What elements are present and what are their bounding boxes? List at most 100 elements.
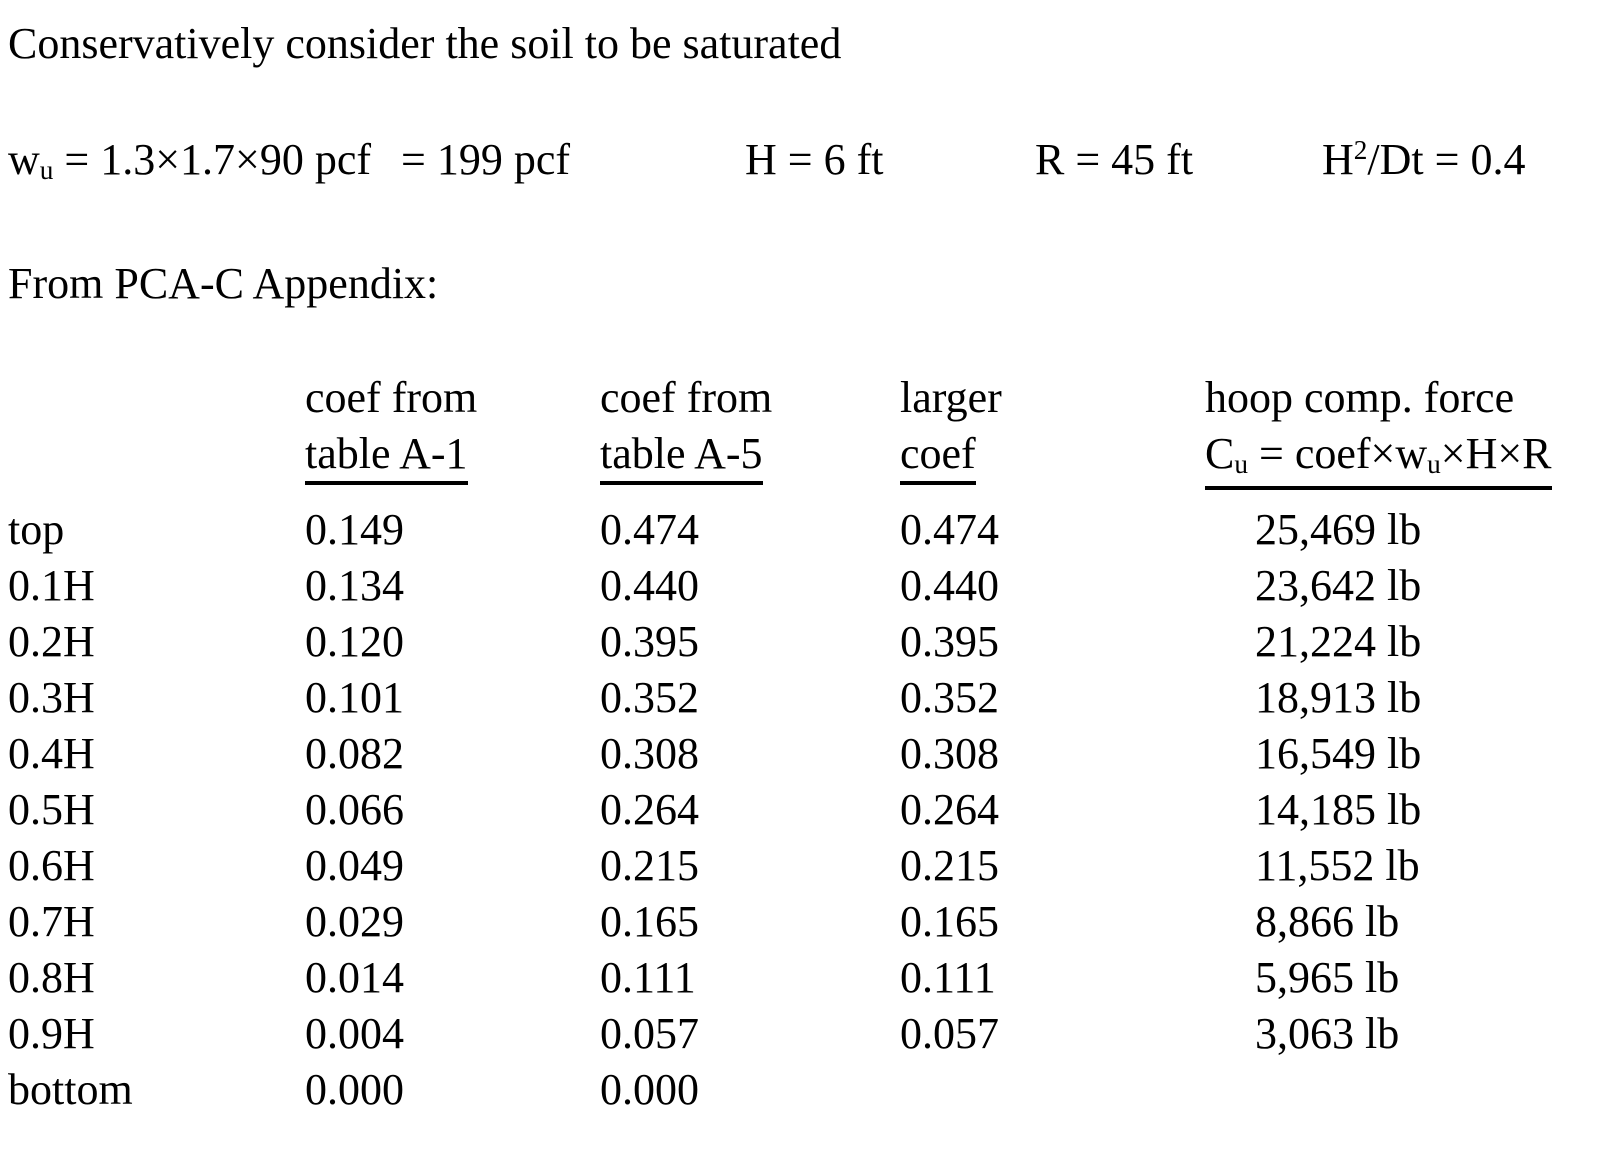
hoop-force-value: 14,185 lb	[1255, 785, 1422, 834]
coef-a5-value: 0.057	[600, 1009, 699, 1058]
wu-result: = 199 pcf	[401, 135, 571, 184]
table-row: 0.8H 0.014 0.111 0.111 5,965 lb	[8, 950, 1612, 1006]
larger-coef-value: 0.057	[900, 1009, 999, 1058]
header-hoop-force: hoop comp. force Cu = coef×wu×H×R	[1205, 370, 1612, 490]
formula-HR: ×H×R	[1440, 429, 1552, 478]
coef-a5-value: 0.395	[600, 617, 699, 666]
coef-a1-value: 0.082	[305, 729, 404, 778]
formula-C-sub: u	[1234, 448, 1248, 479]
header-larger-coef-line2: coef	[900, 430, 976, 485]
coef-a5-value: 0.000	[600, 1065, 699, 1114]
formula-C: C	[1205, 429, 1235, 478]
larger-coef-value: 0.352	[900, 673, 999, 722]
coef-a1-value: 0.029	[305, 897, 404, 946]
larger-coef-value: 0.308	[900, 729, 999, 778]
coef-a1-value: 0.000	[305, 1065, 404, 1114]
table-row: 0.7H 0.029 0.165 0.165 8,866 lb	[8, 894, 1612, 950]
coef-a5-value: 0.308	[600, 729, 699, 778]
appendix-line: From PCA-C Appendix:	[8, 259, 439, 308]
coef-a1-value: 0.101	[305, 673, 404, 722]
hoop-force-value: 18,913 lb	[1255, 673, 1422, 722]
row-label: top	[8, 505, 65, 554]
coef-a5-value: 0.165	[600, 897, 699, 946]
table-header: coef from table A-1 coef from table A-5 …	[8, 370, 1612, 490]
hoop-force-value: 21,224 lb	[1255, 617, 1422, 666]
coef-a5-value: 0.215	[600, 841, 699, 890]
row-label: 0.8H	[8, 953, 95, 1002]
table-row: 0.9H 0.004 0.057 0.057 3,063 lb	[8, 1006, 1612, 1062]
larger-coef-value: 0.165	[900, 897, 999, 946]
larger-coef-value	[900, 1062, 1205, 1118]
table-row: top 0.149 0.474 0.474 25,469 lb	[8, 502, 1612, 558]
hoop-force-value	[1205, 1062, 1612, 1118]
header-coef-a1-line2: table A-1	[305, 430, 468, 485]
header-coef-a1: coef from table A-1	[305, 370, 600, 490]
coef-a1-value: 0.149	[305, 505, 404, 554]
hoop-force-value: 5,965 lb	[1255, 953, 1400, 1002]
row-label: 0.3H	[8, 673, 95, 722]
row-label: 0.7H	[8, 897, 95, 946]
coef-a5-value: 0.264	[600, 785, 699, 834]
hoop-force-value: 16,549 lb	[1255, 729, 1422, 778]
header-coef-a5-line1: coef from	[600, 373, 773, 422]
formula-w-sub: u	[1427, 448, 1441, 479]
header-coef-a5: coef from table A-5	[600, 370, 900, 490]
table-row: 0.1H 0.134 0.440 0.440 23,642 lb	[8, 558, 1612, 614]
hoop-force-value: 23,642 lb	[1255, 561, 1422, 610]
table-row: 0.2H 0.120 0.395 0.395 21,224 lb	[8, 614, 1612, 670]
coef-a1-value: 0.049	[305, 841, 404, 890]
row-label: 0.2H	[8, 617, 95, 666]
height-param: H = 6 ft	[745, 135, 884, 184]
coef-a5-value: 0.474	[600, 505, 699, 554]
hoop-force-value: 25,469 lb	[1255, 505, 1422, 554]
coef-a5-value: 0.352	[600, 673, 699, 722]
h2dt-superscript: 2	[1353, 135, 1368, 165]
table-row: 0.6H 0.049 0.215 0.215 11,552 lb	[8, 838, 1612, 894]
table-body: top 0.149 0.474 0.474 25,469 lb 0.1H 0.1…	[8, 502, 1612, 1118]
row-label: 0.1H	[8, 561, 95, 610]
wu-subscript: u	[39, 154, 54, 185]
header-hoop-force-line1: hoop comp. force	[1205, 373, 1515, 422]
table-row: 0.4H 0.082 0.308 0.308 16,549 lb	[8, 726, 1612, 782]
larger-coef-value: 0.395	[900, 617, 999, 666]
table-row: 0.5H 0.066 0.264 0.264 14,185 lb	[8, 782, 1612, 838]
larger-coef-value: 0.264	[900, 785, 999, 834]
larger-coef-value: 0.215	[900, 841, 999, 890]
header-blank	[8, 370, 305, 490]
coef-a1-value: 0.014	[305, 953, 404, 1002]
coef-a1-value: 0.004	[305, 1009, 404, 1058]
coef-a1-value: 0.120	[305, 617, 404, 666]
row-label: 0.5H	[8, 785, 95, 834]
coefficient-table: coef from table A-1 coef from table A-5 …	[8, 370, 1612, 1118]
row-label: 0.4H	[8, 729, 95, 778]
coef-a5-value: 0.440	[600, 561, 699, 610]
h2dt-base: H	[1322, 135, 1354, 184]
radius-param: R = 45 ft	[1035, 135, 1194, 184]
larger-coef-value: 0.440	[900, 561, 999, 610]
hoop-force-value: 11,552 lb	[1255, 841, 1420, 890]
hoop-force-value: 8,866 lb	[1255, 897, 1400, 946]
statement-line: Conservatively consider the soil to be s…	[8, 19, 842, 68]
wu-expression: = 1.3×1.7×90 pcf	[53, 135, 372, 184]
coef-a5-value: 0.111	[600, 953, 696, 1002]
row-label: bottom	[8, 1065, 133, 1114]
hoop-force-value: 3,063 lb	[1255, 1009, 1400, 1058]
wu-equation: wu = 1.3×1.7×90 pcf = 199 pcf	[8, 128, 570, 197]
header-larger-coef-line1: larger	[900, 373, 1002, 422]
formula-coef-w: = coef×w	[1248, 429, 1428, 478]
larger-coef-value: 0.474	[900, 505, 999, 554]
table-row: bottom 0.000 0.000	[8, 1062, 1612, 1118]
row-label: 0.9H	[8, 1009, 95, 1058]
h2dt-param: H2/Dt = 0.4	[1322, 128, 1525, 197]
header-larger-coef: larger coef	[900, 370, 1205, 490]
table-row: 0.3H 0.101 0.352 0.352 18,913 lb	[8, 670, 1612, 726]
header-coef-a1-line1: coef from	[305, 373, 478, 422]
wu-symbol: w	[8, 135, 40, 184]
coef-a1-value: 0.134	[305, 561, 404, 610]
hoop-force-formula: Cu = coef×wu×H×R	[1205, 430, 1552, 490]
parameters-row: wu = 1.3×1.7×90 pcf = 199 pcf H = 6 ft R …	[0, 128, 1612, 200]
larger-coef-value: 0.111	[900, 953, 996, 1002]
header-coef-a5-line2: table A-5	[600, 430, 763, 485]
h2dt-rest: /Dt = 0.4	[1367, 135, 1526, 184]
